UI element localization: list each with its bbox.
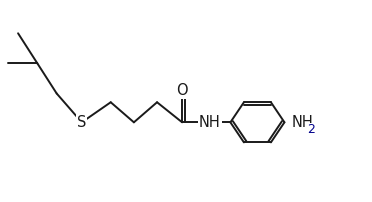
Text: 2: 2 [308, 123, 315, 136]
Text: NH: NH [291, 115, 313, 130]
Text: O: O [176, 83, 188, 98]
Text: S: S [77, 115, 86, 130]
Text: NH: NH [199, 115, 221, 130]
